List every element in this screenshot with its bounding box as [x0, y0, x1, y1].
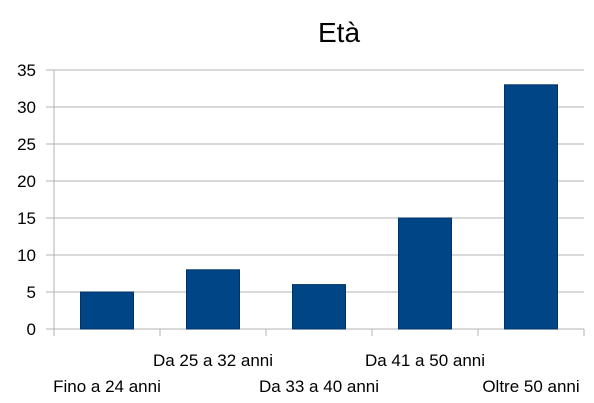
bar	[186, 269, 240, 330]
gridlines	[46, 69, 584, 330]
bar	[504, 84, 558, 330]
y-tick-label: 15	[17, 209, 36, 228]
y-tick-label: 20	[17, 172, 36, 191]
bar	[292, 284, 346, 330]
x-tick-label: Da 41 a 50 anni	[365, 351, 485, 370]
y-tick-label: 35	[17, 61, 36, 80]
x-tick-label: Da 33 a 40 anni	[259, 377, 379, 396]
x-axis: Fino a 24 anni Da 25 a 32 anni Da 33 a 40 …	[53, 329, 585, 396]
y-axis: 0 5 10 15 20 25 30 35	[17, 61, 55, 339]
x-tick-label: Da 25 a 32 anni	[153, 351, 273, 370]
x-tick-label: Oltre 50 anni	[482, 377, 579, 396]
y-tick-label: 0	[27, 320, 36, 339]
bars	[80, 84, 558, 330]
y-tick-label: 10	[17, 246, 36, 265]
y-tick-label: 25	[17, 135, 36, 154]
y-tick-label: 5	[27, 283, 36, 302]
bar	[80, 291, 134, 330]
x-tick-label: Fino a 24 anni	[53, 377, 161, 396]
bar	[398, 217, 452, 330]
chart-title: Età	[318, 17, 360, 48]
y-tick-label: 30	[17, 98, 36, 117]
